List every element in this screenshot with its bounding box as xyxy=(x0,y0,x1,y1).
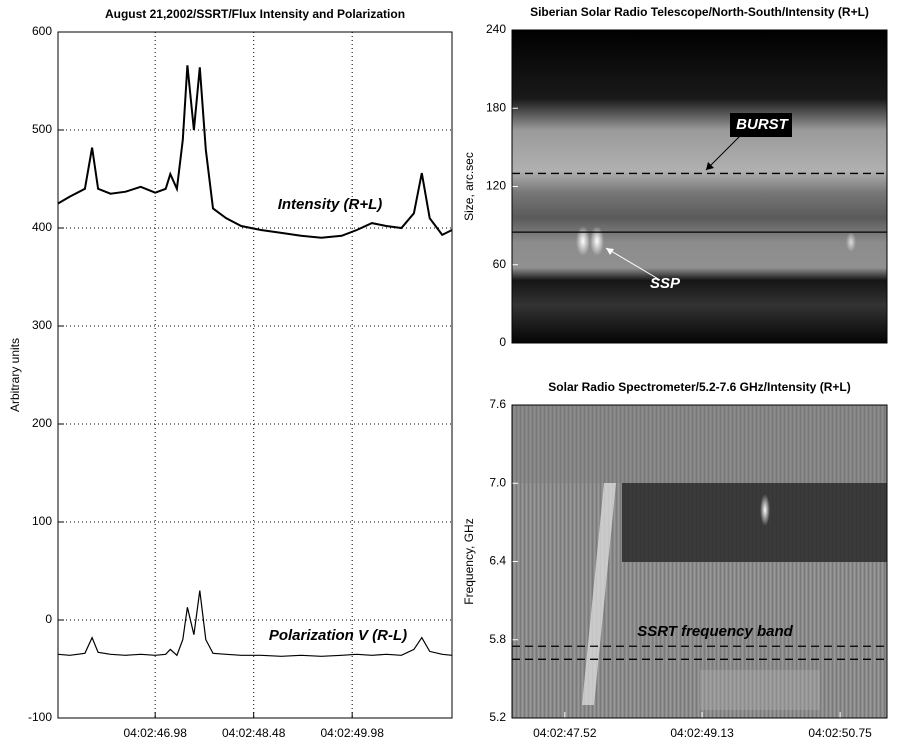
y-tick-label: 400 xyxy=(32,220,52,234)
series-label: Polarization V (R-L) xyxy=(269,627,407,644)
spectrometer-image xyxy=(512,405,887,718)
y-tick-label: 0 xyxy=(499,335,506,349)
plot-frame xyxy=(511,404,888,719)
chart-title: Siberian Solar Radio Telescope/North-Sou… xyxy=(530,5,869,19)
plot-frame xyxy=(57,31,453,719)
y-tick-label: 120 xyxy=(486,179,506,193)
y-tick-label: 7.0 xyxy=(489,475,506,489)
series-line xyxy=(57,65,453,239)
annotation: BURST xyxy=(736,116,790,133)
x-tick-label: 04:02:48.48 xyxy=(222,726,286,740)
y-tick-label: 180 xyxy=(486,100,506,114)
x-tick-label: 04:02:49.13 xyxy=(670,726,734,740)
chart-title: Solar Radio Spectrometer/5.2-7.6 GHz/Int… xyxy=(548,380,850,394)
annotation: SSRT frequency band xyxy=(637,623,793,640)
annotation: SSP xyxy=(650,275,681,292)
y-axis-label: Frequency, GHz xyxy=(462,518,476,604)
y-tick-label: 5.2 xyxy=(489,710,506,724)
y-tick-label: 100 xyxy=(32,514,52,528)
series-line xyxy=(57,590,453,657)
chart-title: August 21,2002/SSRT/Flux Intensity and P… xyxy=(105,7,405,21)
ssrt-image xyxy=(512,30,887,343)
y-tick-label: 7.6 xyxy=(489,397,506,411)
x-tick-label: 04:02:47.52 xyxy=(533,726,597,740)
y-tick-label: -100 xyxy=(28,710,52,724)
y-tick-label: 240 xyxy=(486,22,506,36)
series-label: Intensity (R+L) xyxy=(278,196,383,213)
y-tick-label: 60 xyxy=(493,257,507,271)
plot-frame xyxy=(511,29,888,344)
y-tick-label: 300 xyxy=(32,318,52,332)
x-tick-label: 04:02:46.98 xyxy=(123,726,187,740)
y-tick-label: 200 xyxy=(32,416,52,430)
y-axis-label: Size, arc.sec xyxy=(462,152,476,221)
y-tick-label: 5.8 xyxy=(489,632,506,646)
x-tick-label: 04:02:50.75 xyxy=(808,726,872,740)
y-tick-label: 6.4 xyxy=(489,554,506,568)
x-tick-label: 04:02:49.98 xyxy=(320,726,384,740)
y-tick-label: 0 xyxy=(45,612,52,626)
y-axis-label: Arbitrary units xyxy=(8,338,22,412)
y-tick-label: 600 xyxy=(32,24,52,38)
y-tick-label: 500 xyxy=(32,122,52,136)
